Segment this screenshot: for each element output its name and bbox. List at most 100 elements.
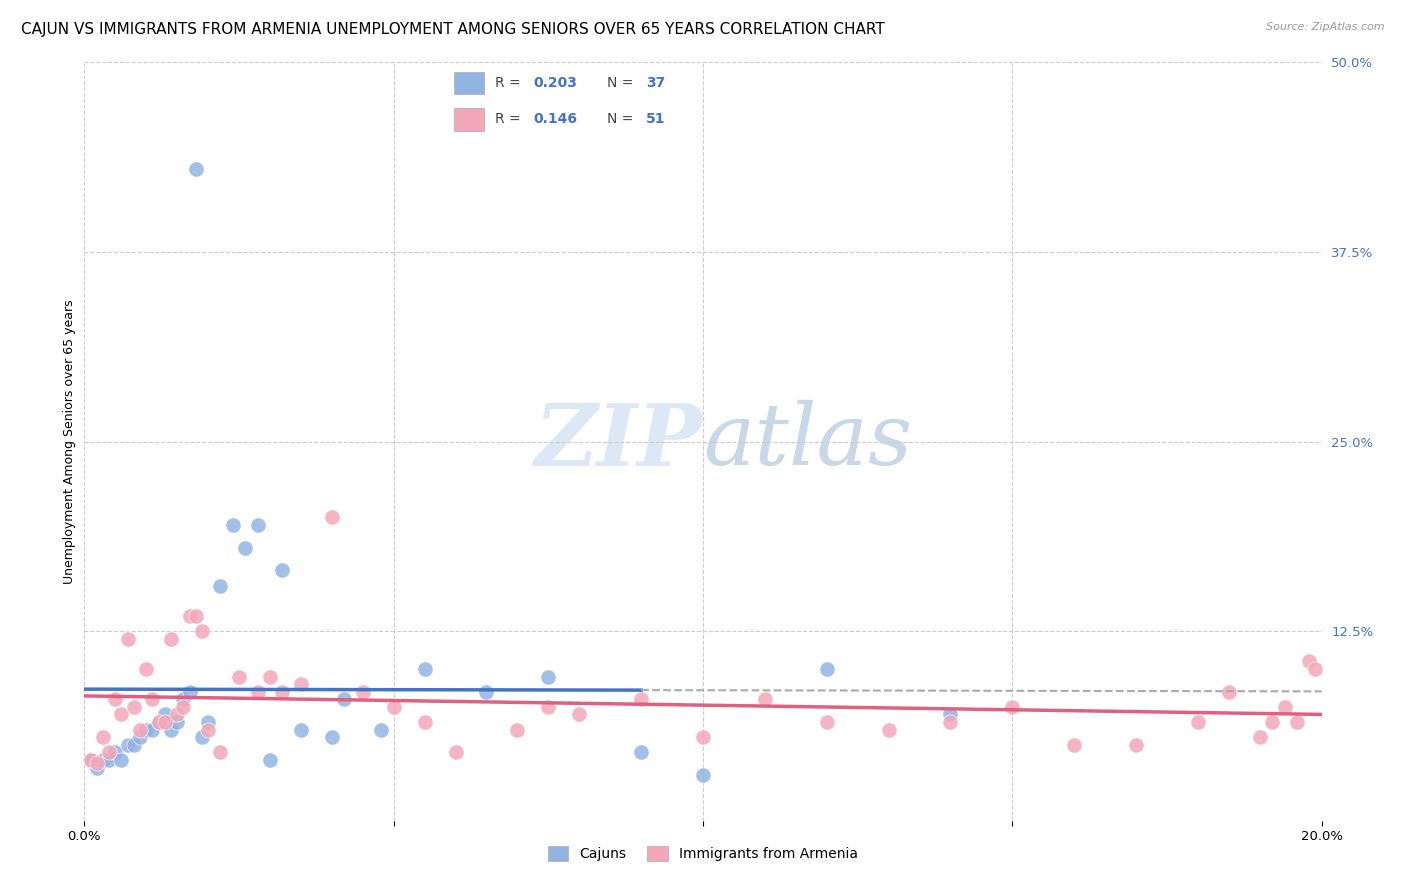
Point: [86, 760, 108, 774]
Point: [191, 730, 214, 744]
Point: [877, 723, 900, 737]
Point: [104, 746, 127, 760]
Point: [382, 699, 405, 714]
Point: [117, 632, 139, 646]
Point: [754, 692, 776, 706]
Point: [444, 746, 467, 760]
Point: [692, 768, 714, 782]
Point: [1305, 662, 1327, 676]
Point: [172, 699, 194, 714]
Point: [352, 685, 374, 699]
Point: [141, 692, 163, 706]
Point: [1187, 715, 1209, 730]
Point: [222, 517, 245, 532]
Point: [271, 564, 294, 578]
Point: [153, 707, 176, 722]
Point: [1261, 715, 1284, 730]
Point: [475, 685, 498, 699]
Point: [259, 753, 281, 767]
Point: [939, 707, 962, 722]
Point: [184, 608, 207, 623]
Point: [104, 692, 127, 706]
Point: [129, 730, 152, 744]
Point: [148, 715, 170, 730]
Point: [1249, 730, 1271, 744]
Point: [197, 723, 219, 737]
Text: R =: R =: [495, 76, 524, 90]
Point: [1274, 699, 1296, 714]
Point: [1298, 655, 1320, 669]
Point: [191, 624, 214, 639]
Point: [122, 699, 145, 714]
Text: CAJUN VS IMMIGRANTS FROM ARMENIA UNEMPLOYMENT AMONG SENIORS OVER 65 YEARS CORREL: CAJUN VS IMMIGRANTS FROM ARMENIA UNEMPLO…: [21, 22, 884, 37]
Point: [148, 715, 170, 730]
Point: [259, 669, 281, 683]
Text: N =: N =: [607, 112, 638, 127]
Point: [506, 723, 529, 737]
Point: [179, 608, 201, 623]
Point: [1218, 685, 1240, 699]
Point: [117, 738, 139, 752]
Point: [1285, 715, 1308, 730]
Text: N =: N =: [607, 76, 638, 90]
Point: [86, 756, 108, 770]
Point: [568, 707, 591, 722]
Text: R =: R =: [495, 112, 524, 127]
Point: [815, 662, 838, 676]
Point: [135, 662, 157, 676]
Point: [290, 723, 312, 737]
Point: [537, 669, 560, 683]
Point: [1001, 699, 1024, 714]
Point: [209, 579, 232, 593]
Point: [179, 685, 201, 699]
Point: [166, 715, 188, 730]
Point: [197, 715, 219, 730]
Text: 0.146: 0.146: [533, 112, 578, 127]
Point: [166, 707, 188, 722]
Point: [79, 753, 101, 767]
Point: [630, 692, 652, 706]
Text: 0.203: 0.203: [533, 76, 578, 90]
Point: [370, 723, 392, 737]
Point: [184, 161, 207, 176]
Point: [110, 753, 132, 767]
Point: [172, 692, 194, 706]
Point: [79, 753, 101, 767]
Point: [630, 746, 652, 760]
FancyBboxPatch shape: [454, 108, 484, 130]
Point: [321, 730, 343, 744]
Text: 51: 51: [645, 112, 665, 127]
Point: [129, 723, 152, 737]
Point: [122, 738, 145, 752]
Point: [141, 723, 163, 737]
Point: [160, 632, 183, 646]
Point: [209, 746, 232, 760]
Point: [160, 723, 183, 737]
Point: [233, 541, 256, 555]
Point: [692, 730, 714, 744]
Point: [290, 677, 312, 691]
Point: [91, 730, 114, 744]
Text: Source: ZipAtlas.com: Source: ZipAtlas.com: [1267, 22, 1385, 32]
Y-axis label: Unemployment Among Seniors over 65 years: Unemployment Among Seniors over 65 years: [63, 299, 76, 584]
Point: [321, 510, 343, 524]
Point: [110, 707, 132, 722]
Text: 37: 37: [645, 76, 665, 90]
Point: [246, 517, 269, 532]
Point: [91, 753, 114, 767]
Point: [135, 723, 157, 737]
Point: [413, 662, 436, 676]
Legend: Cajuns, Immigrants from Armenia: Cajuns, Immigrants from Armenia: [543, 841, 863, 867]
Point: [413, 715, 436, 730]
Point: [1125, 738, 1147, 752]
Point: [939, 715, 962, 730]
Point: [815, 715, 838, 730]
Point: [98, 746, 121, 760]
Point: [537, 699, 560, 714]
Point: [98, 753, 121, 767]
Text: atlas: atlas: [703, 401, 912, 483]
Point: [228, 669, 250, 683]
Point: [246, 685, 269, 699]
Text: ZIP: ZIP: [536, 400, 703, 483]
Point: [271, 685, 294, 699]
